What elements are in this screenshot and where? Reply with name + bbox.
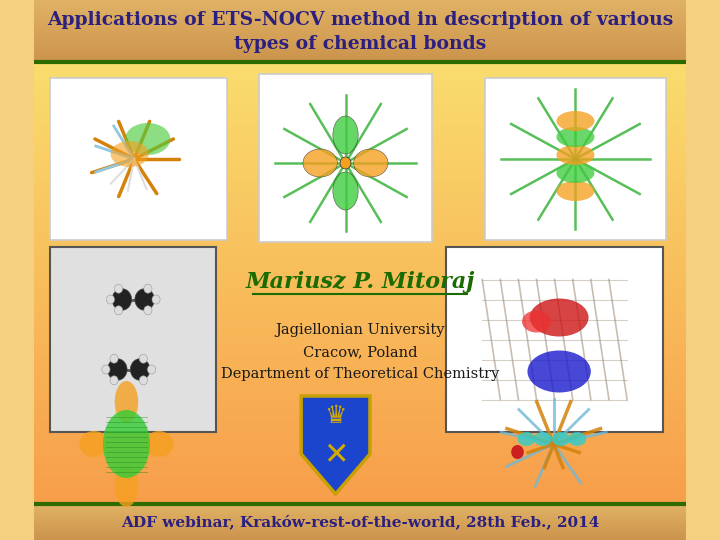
Ellipse shape (557, 111, 595, 131)
Ellipse shape (333, 172, 358, 210)
Ellipse shape (114, 465, 138, 507)
Bar (446, 247, 663, 432)
Polygon shape (301, 396, 370, 494)
Text: types of chemical bonds: types of chemical bonds (234, 35, 486, 53)
Circle shape (114, 284, 122, 293)
Circle shape (107, 295, 114, 304)
Circle shape (107, 359, 127, 380)
Text: Applications of ETS-NOCV method in description of various: Applications of ETS-NOCV method in descr… (47, 11, 673, 29)
Ellipse shape (125, 123, 171, 155)
Circle shape (139, 376, 148, 385)
Ellipse shape (522, 310, 551, 333)
Text: Jagiellonian University: Jagiellonian University (275, 323, 445, 337)
Ellipse shape (557, 127, 595, 147)
Circle shape (144, 306, 152, 315)
Text: Cracow, Poland: Cracow, Poland (302, 345, 418, 359)
Ellipse shape (528, 350, 591, 393)
Circle shape (152, 295, 160, 304)
Ellipse shape (557, 163, 595, 183)
Circle shape (511, 445, 524, 459)
Text: ✕: ✕ (323, 442, 348, 470)
Circle shape (110, 376, 118, 385)
Ellipse shape (303, 149, 338, 177)
Circle shape (139, 354, 148, 363)
Ellipse shape (79, 431, 108, 457)
Ellipse shape (114, 381, 138, 423)
Ellipse shape (534, 432, 552, 446)
Bar (485, 78, 666, 240)
Ellipse shape (518, 432, 536, 446)
Circle shape (130, 359, 150, 380)
Ellipse shape (333, 116, 358, 154)
Circle shape (144, 284, 152, 293)
Text: Department of Theoretical Chemistry: Department of Theoretical Chemistry (221, 367, 499, 381)
Text: Mariusz P. Mitoraj: Mariusz P. Mitoraj (246, 271, 474, 293)
Bar (50, 78, 227, 240)
Text: ♛: ♛ (325, 404, 347, 428)
Circle shape (110, 354, 118, 363)
Ellipse shape (354, 149, 388, 177)
Ellipse shape (530, 299, 588, 336)
Ellipse shape (568, 432, 586, 446)
Ellipse shape (557, 181, 595, 201)
Bar (50, 247, 216, 432)
Circle shape (114, 306, 122, 315)
Bar (258, 74, 433, 242)
Circle shape (112, 289, 132, 310)
Ellipse shape (557, 145, 595, 165)
Circle shape (135, 289, 154, 310)
Ellipse shape (111, 141, 148, 167)
Ellipse shape (103, 410, 150, 478)
Circle shape (102, 365, 110, 374)
Ellipse shape (145, 431, 174, 457)
Circle shape (340, 157, 351, 169)
Circle shape (148, 365, 156, 374)
Text: ADF webinar, Kraków-rest-of-the-world, 28th Feb., 2014: ADF webinar, Kraków-rest-of-the-world, 2… (121, 515, 599, 529)
Ellipse shape (552, 432, 570, 446)
